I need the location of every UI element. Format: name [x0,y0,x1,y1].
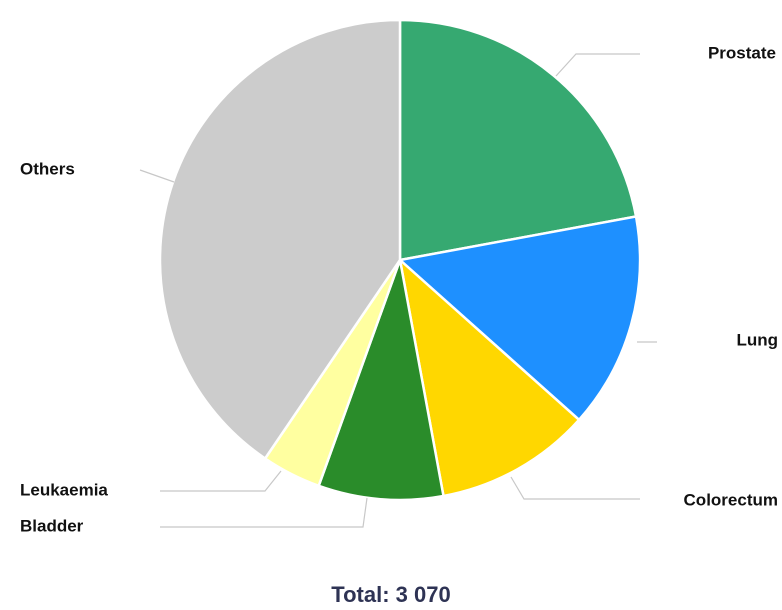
slice-lung [398,215,642,422]
slice-label-colorectum: Colorectum [684,490,778,509]
slice-others [158,18,402,460]
slice-bladder [317,258,445,502]
leader-line-leukaemia [160,470,282,492]
pie-slices [158,18,642,502]
slice-labels: Prostate Lung Colorectum Bladder Leukaemia Ot… [20,43,778,535]
leader-line-prostate [555,53,640,77]
slice-colorectum [398,258,581,498]
slice-label-leukaemia: Leukaemia [20,480,108,499]
leader-line-colorectum [510,476,640,500]
leader-line-bladder [160,497,368,528]
slice-label-bladder: Bladder [20,516,84,535]
slice-prostate [398,18,638,262]
slice-label-lung: Lung [736,330,778,349]
leader-line-others [139,169,175,183]
total-label: Total: 3 070 [331,582,451,607]
slice-label-prostate: Prostate [708,43,776,62]
leader-lines [139,53,657,528]
slice-label-others: Others [20,159,75,178]
